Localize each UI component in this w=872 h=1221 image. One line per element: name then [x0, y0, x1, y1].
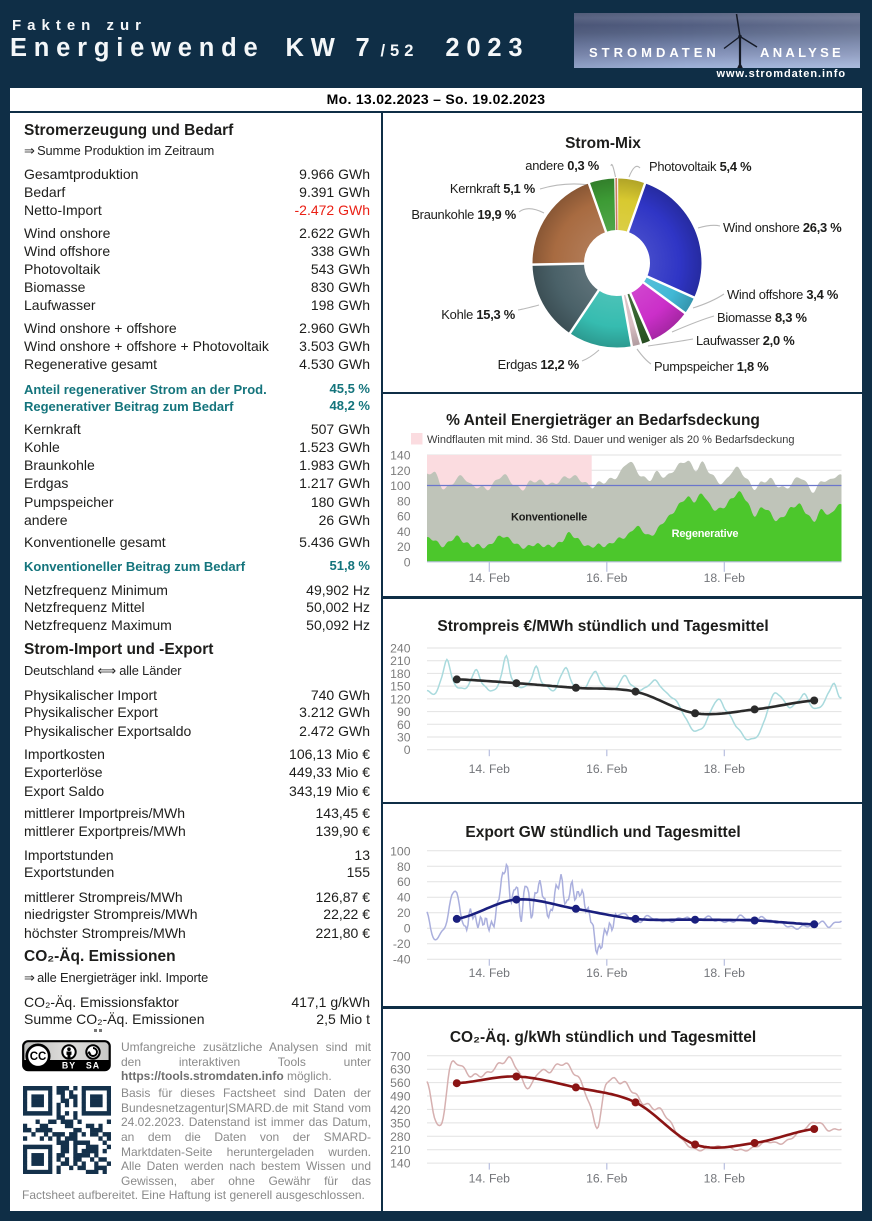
svg-text:16. Feb: 16. Feb — [586, 571, 628, 585]
svg-text:14. Feb: 14. Feb — [469, 762, 511, 776]
svg-text:Export GW stündlich und Tagesm: Export GW stündlich und Tagesmittel — [465, 824, 740, 841]
svg-text:420: 420 — [390, 1103, 411, 1117]
svg-text:Kohle 15,3 %: Kohle 15,3 % — [441, 307, 515, 322]
svg-text:14. Feb: 14. Feb — [469, 966, 511, 980]
svg-text:Strom-Mix: Strom-Mix — [565, 135, 641, 152]
svg-text:140: 140 — [390, 449, 411, 463]
svg-text:40: 40 — [397, 891, 411, 905]
svg-text:100: 100 — [390, 479, 411, 493]
svg-text:CO₂-Äq. g/kWh stündlich und Ta: CO₂-Äq. g/kWh stündlich und Tagesmittel — [450, 1029, 756, 1046]
svg-text:210: 210 — [390, 1143, 411, 1157]
svg-text:18. Feb: 18. Feb — [704, 571, 746, 585]
svg-text:BY: BY — [62, 1061, 76, 1071]
svg-text:18. Feb: 18. Feb — [704, 762, 746, 776]
svg-text:-20: -20 — [393, 937, 411, 951]
svg-text:30: 30 — [397, 730, 411, 744]
svg-text:Erdgas 12,2 %: Erdgas 12,2 % — [498, 357, 580, 372]
svg-text:700: 700 — [390, 1049, 411, 1063]
svg-text:Strompreis €/MWh stündlich und: Strompreis €/MWh stündlich und Tagesmitt… — [437, 618, 768, 635]
svg-text:60: 60 — [397, 875, 411, 889]
svg-text:Konventionelle: Konventionelle — [511, 511, 587, 523]
svg-text:150: 150 — [390, 680, 411, 694]
svg-text:20: 20 — [397, 540, 411, 554]
svg-text:Laufwasser 2,0 %: Laufwasser 2,0 % — [696, 333, 795, 348]
svg-text:100: 100 — [390, 844, 411, 858]
svg-text:andere 0,3 %: andere 0,3 % — [525, 158, 599, 173]
svg-text:Wind offshore 3,4 %: Wind offshore 3,4 % — [727, 287, 839, 302]
svg-text:14. Feb: 14. Feb — [469, 571, 511, 585]
svg-text:SA: SA — [86, 1061, 100, 1071]
svg-text:0: 0 — [404, 743, 411, 757]
svg-text:210: 210 — [390, 654, 411, 668]
svg-text:90: 90 — [397, 705, 411, 719]
svg-text:80: 80 — [397, 494, 411, 508]
svg-text:Braunkohle 19,9 %: Braunkohle 19,9 % — [411, 207, 516, 222]
svg-text:630: 630 — [390, 1063, 411, 1077]
svg-text:60: 60 — [397, 510, 411, 524]
svg-text:% Anteil Energieträger an Beda: % Anteil Energieträger an Bedarfsdeckung — [446, 412, 760, 429]
svg-text:Biomasse 8,3 %: Biomasse 8,3 % — [717, 310, 807, 325]
svg-text:16. Feb: 16. Feb — [586, 1172, 628, 1186]
svg-text:16. Feb: 16. Feb — [586, 966, 628, 980]
svg-text:20: 20 — [397, 906, 411, 920]
svg-text:Pumpspeicher 1,8 %: Pumpspeicher 1,8 % — [654, 359, 769, 374]
svg-text:Regenerative: Regenerative — [672, 528, 739, 540]
svg-text:Kernkraft 5,1 %: Kernkraft 5,1 % — [450, 181, 536, 196]
svg-text:CC: CC — [30, 1051, 47, 1063]
svg-text:80: 80 — [397, 860, 411, 874]
svg-text:Photovoltaik 5,4 %: Photovoltaik 5,4 % — [649, 159, 752, 174]
svg-text:40: 40 — [397, 525, 411, 539]
svg-text:0: 0 — [404, 922, 411, 936]
svg-text:120: 120 — [390, 464, 411, 478]
svg-text:14. Feb: 14. Feb — [469, 1172, 511, 1186]
svg-text:18. Feb: 18. Feb — [704, 1172, 746, 1186]
svg-text:120: 120 — [390, 692, 411, 706]
svg-text:0: 0 — [404, 555, 411, 569]
svg-text:Windflauten mit mind. 36 Std.: Windflauten mit mind. 36 Std. Dauer und … — [427, 434, 794, 446]
svg-text:16. Feb: 16. Feb — [586, 762, 628, 776]
svg-text:350: 350 — [390, 1116, 411, 1130]
svg-text:560: 560 — [390, 1076, 411, 1090]
svg-text:280: 280 — [390, 1130, 411, 1144]
svg-text:140: 140 — [390, 1157, 411, 1171]
svg-text:60: 60 — [397, 718, 411, 732]
svg-text:240: 240 — [390, 642, 411, 656]
svg-text:490: 490 — [390, 1090, 411, 1104]
svg-text:18. Feb: 18. Feb — [704, 966, 746, 980]
svg-text:Wind onshore 26,3 %: Wind onshore 26,3 % — [723, 220, 842, 235]
svg-text:180: 180 — [390, 667, 411, 681]
svg-text:-40: -40 — [393, 953, 411, 967]
